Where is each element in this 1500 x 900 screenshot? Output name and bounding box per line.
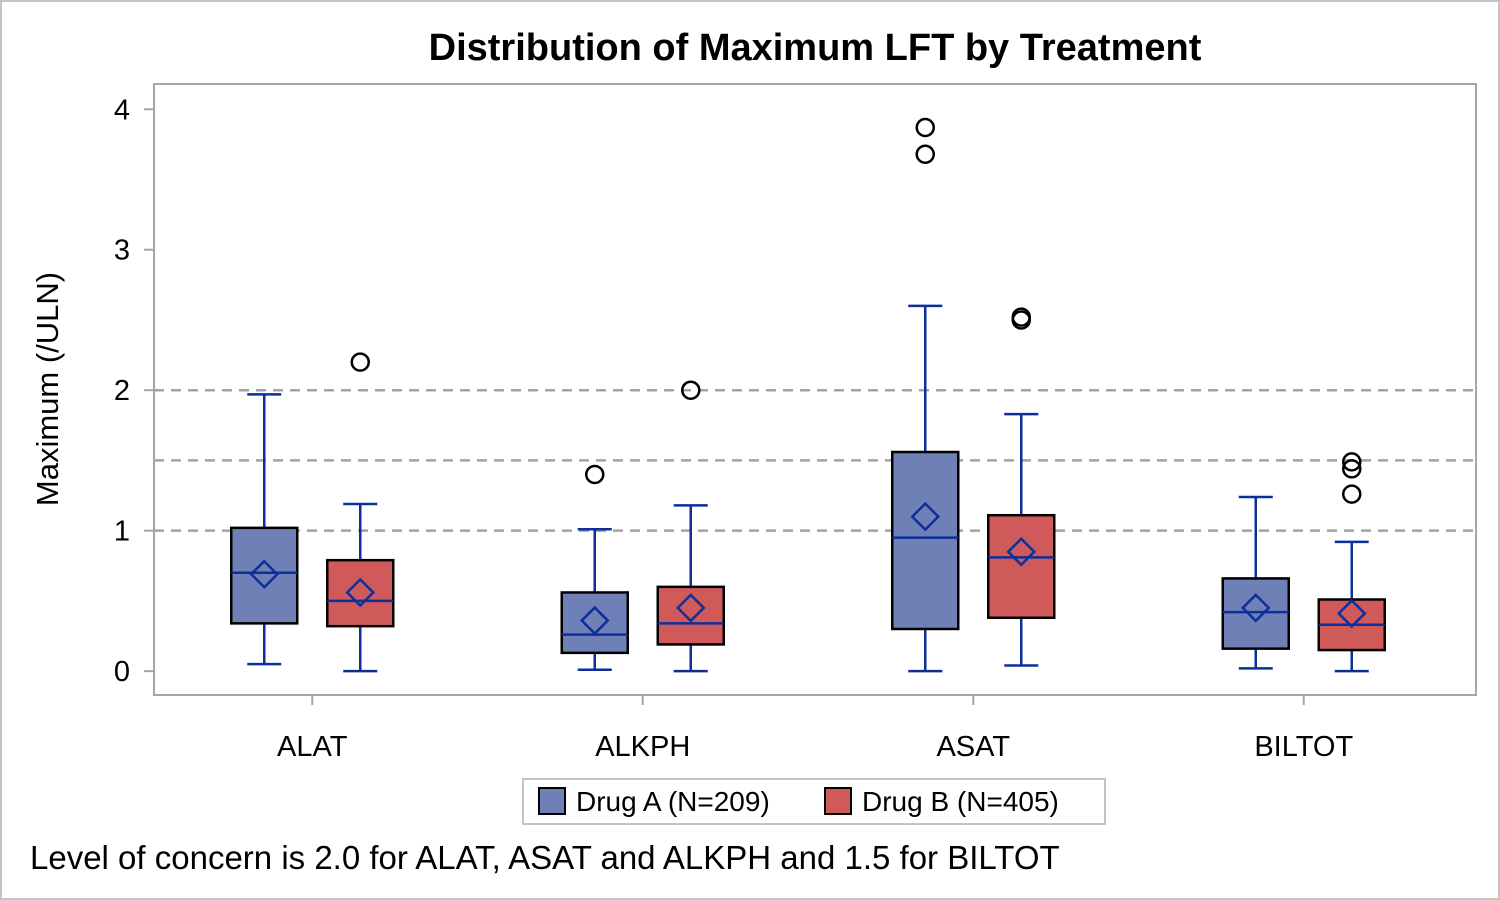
box-body: [1221, 577, 1290, 650]
box-body: [230, 526, 299, 625]
legend-label-drug-b: Drug B (N=405): [862, 786, 1059, 817]
mean-marker: [675, 593, 706, 623]
box-body: [560, 591, 629, 655]
legend: [522, 778, 1106, 825]
box-asat-series-2: [987, 307, 1056, 667]
outlier-point: [915, 117, 935, 138]
box-body: [891, 450, 960, 631]
box-alat-series-2: [326, 352, 395, 673]
box-biltot-series-2: [1317, 452, 1386, 673]
legend-label-drug-a: Drug A (N=209): [576, 786, 770, 817]
y-tick-label: 0: [114, 656, 130, 688]
x-tick-label: ASAT: [936, 731, 1010, 763]
y-axis-label: Maximum (/ULN): [30, 272, 65, 506]
reference-lines: [154, 388, 1476, 532]
legend-swatch-drug-b: [824, 787, 852, 815]
box-body: [326, 558, 395, 628]
x-tick-label: BILTOT: [1254, 731, 1353, 763]
box-alat-series-1: [230, 393, 299, 666]
outlier-point: [1342, 452, 1362, 472]
outlier-point: [915, 144, 935, 164]
outlier-point: [585, 464, 605, 485]
box-alkph-series-1: [560, 464, 629, 671]
y-tick-label: 1: [114, 516, 130, 548]
y-axis: 0 1 2 3 4: [114, 94, 154, 688]
x-tick-label: ALKPH: [595, 731, 690, 763]
y-tick-label: 4: [114, 94, 130, 126]
box-biltot-series-1: [1221, 495, 1290, 670]
mean-marker: [910, 501, 941, 532]
mean-marker: [345, 577, 376, 608]
chart-title: Distribution of Maximum LFT by Treatment: [429, 27, 1202, 69]
mean-marker: [579, 605, 610, 636]
box-asat-series-1: [891, 117, 960, 673]
x-axis: ALAT ALKPH ASAT BILTOT: [277, 695, 1353, 763]
mean-marker: [249, 559, 280, 589]
x-tick-label: ALAT: [277, 731, 348, 763]
outlier-point: [1342, 459, 1362, 479]
y-tick-label: 2: [114, 375, 130, 407]
mean-marker: [1240, 593, 1271, 623]
outlier-point: [1011, 307, 1031, 327]
mean-marker: [1006, 536, 1037, 567]
outlier-point: [1342, 484, 1362, 504]
box-series: [230, 117, 1386, 673]
outlier-point: [681, 380, 701, 400]
y-tick-label: 3: [114, 235, 130, 267]
outlier-point: [350, 352, 370, 372]
mean-marker: [1336, 598, 1367, 629]
box-alkph-series-2: [656, 380, 725, 673]
legend-swatch-drug-a: [538, 787, 566, 815]
footnote: Level of concern is 2.0 for ALAT, ASAT a…: [30, 839, 1060, 876]
